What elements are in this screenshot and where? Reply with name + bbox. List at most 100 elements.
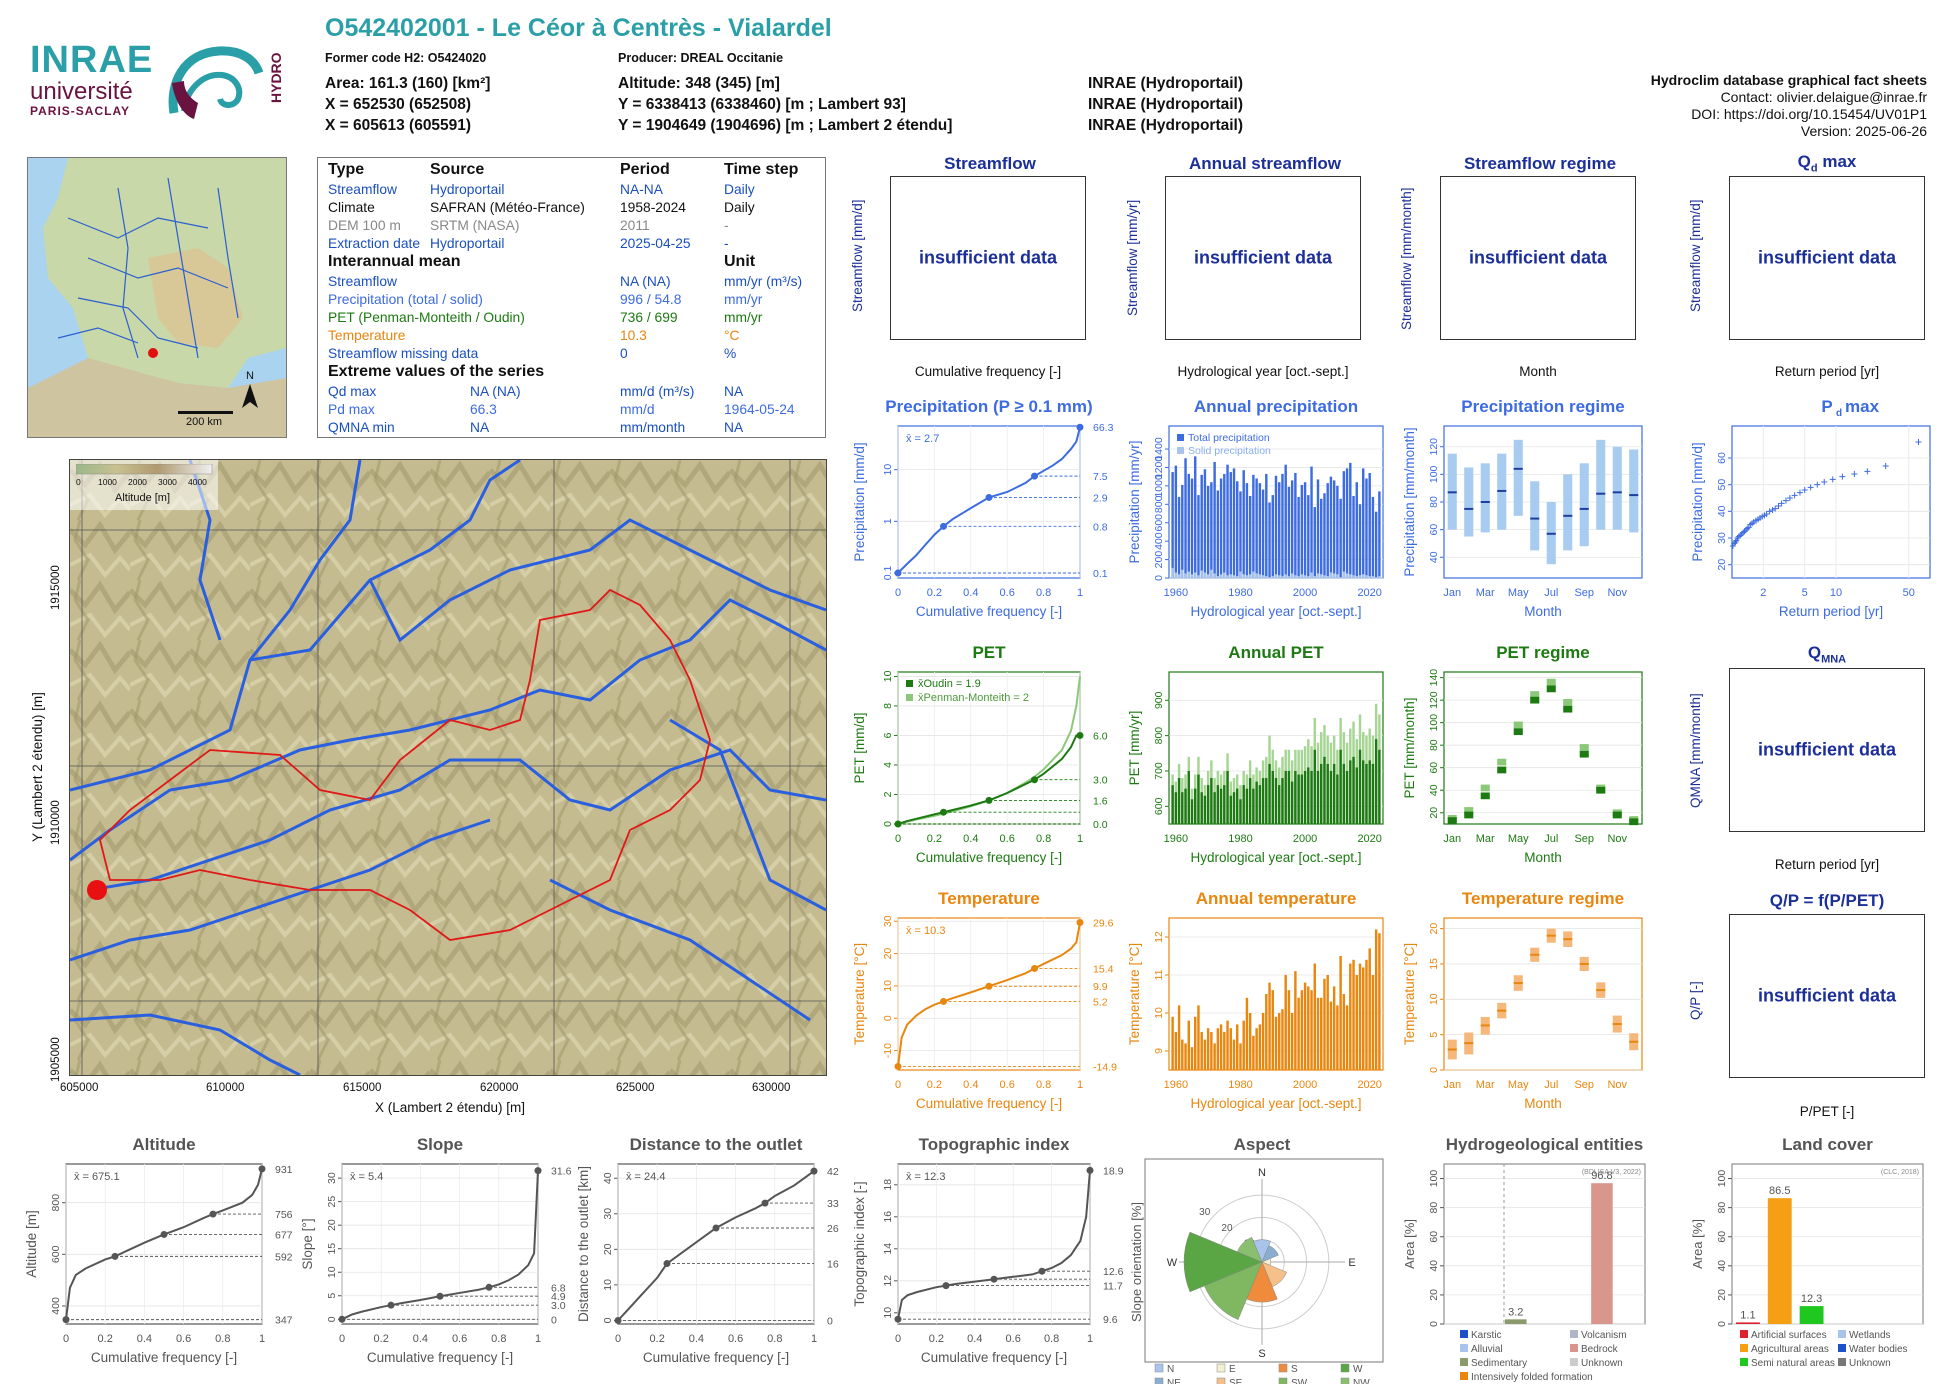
map-xtick: 615000 [343,1082,382,1094]
extreme-row-qmna: QMNA min NA mm/month NA [328,419,815,437]
bar [1223,1032,1226,1070]
x-tick-label: 0.4 [413,1333,428,1345]
bar-oudin [1358,749,1362,824]
bar [1287,990,1291,1070]
annual-streamflow-title: Annual streamflow [1188,154,1342,173]
bar-solid [1310,572,1313,578]
x-tick-label: Mar [1476,1079,1495,1091]
bar-solid [1313,576,1316,578]
cell: mm/d [620,402,655,417]
map-x-label: X (Lambert 2 étendu) [m] [374,1100,526,1115]
bar-total [1248,496,1252,578]
x-axis-label: Hydrological year [oct.-sept.] [1190,604,1361,619]
streamflow-xlabel: Cumulative frequency [-] [914,364,1062,379]
quantile-label: 3.0 [551,1300,566,1312]
bar-total [1265,473,1268,578]
bar-oudin [1278,785,1281,824]
bar [1332,986,1336,1070]
mean-label: x̄ = 2.7 [906,433,939,445]
bar-value-label: 96.8 [1591,1170,1612,1182]
box [1464,467,1474,537]
y-tick-label: 0 [1716,1321,1728,1327]
x-tick-label: 1 [1077,587,1083,599]
aspect-sector [1236,1236,1263,1263]
y-tick-label: 100 [1428,1170,1440,1188]
plot-frame [897,1163,1091,1325]
y-axis-label: Area [%] [1690,1219,1705,1269]
legend-swatch [1570,1344,1578,1352]
bar-solid [1271,576,1274,578]
plot-frame [897,425,1081,579]
x-axis-label: Month [1524,604,1562,619]
bar-oudin [1268,763,1271,824]
y-tick-label: 40 [1716,505,1728,517]
x-tick-label: Sep [1574,1079,1594,1091]
cell: Streamflow [328,274,398,289]
bar [1284,975,1287,1070]
bar-total [1190,478,1194,578]
bar-total [1236,481,1239,578]
bar-oudin [1174,792,1178,824]
box [1612,446,1622,530]
x-tick-label: 0.6 [1000,833,1015,845]
cell: Streamflow missing data [328,346,479,361]
streamflow-regime-panel: insufficient data [1440,176,1636,340]
catchment-map-graphic [70,460,826,1075]
cell: 1964-05-24 [724,402,795,417]
x-tick-label: Jul [1544,833,1558,845]
bar-total [1229,472,1232,578]
bar [1232,1039,1236,1070]
doi-link[interactable]: DOI: https://doi.org/10.15454/UV01P1 [1691,106,1927,122]
bar-oudin [1171,785,1174,824]
coord-source-3: INRAE (Hydroportail) [1088,117,1243,134]
annual-streamflow-xlabel: Hydrological year [oct.-sept.] [1177,364,1349,379]
series-line [341,1170,539,1321]
bar-total [1336,485,1339,578]
annual-streamflow-panel: insufficient data [1165,176,1361,340]
chart-title: Precipitation (P ≥ 0.1 mm) [885,397,1092,416]
y-tick-label: 10 [882,464,894,476]
bar [1310,990,1313,1070]
contact-email[interactable]: Contact: olivier.delaigue@inrae.fr [1720,89,1927,105]
quantile-point [1031,776,1038,784]
data-point [1839,473,1846,480]
bar-oudin [1352,756,1355,824]
bar-solid [1355,576,1358,578]
bar [1345,1005,1349,1070]
bar-solid [1378,576,1381,578]
bar-total [1281,473,1284,578]
aspect-sector [1261,1245,1279,1263]
annual-pet-chart: Annual PET Hydrological year [oct.-sept.]… [1127,643,1384,865]
bar-solid [1210,569,1213,578]
bar [1226,1020,1229,1070]
bar-oudin [1355,767,1358,824]
mean-row-temperature: Temperature 10.3 °C [328,327,815,345]
chart-title: Temperature regime [1462,889,1624,908]
bar-oudin [1371,763,1375,824]
y-tick-label: 800 [1153,727,1165,745]
cell: 0 [620,346,628,361]
legend-tick: 1000 [98,477,117,487]
quantile-label: 33 [827,1198,839,1210]
x-tick-label: Jul [1544,1079,1558,1091]
map-ytick: 1910000 [50,800,62,845]
area-bar [1767,1198,1792,1324]
legend-label: W [1353,1364,1363,1375]
bar [1255,1028,1258,1070]
former-code: Former code H2: O5424020 [325,51,487,65]
y-lambert93: Y = 6338413 (6338460) [m ; Lambert 93] [618,96,906,113]
bar-solid [1245,575,1249,578]
cell: NA (NA) [620,274,671,289]
station-title: O542402001 - Le Céor à Centrès - Vialard… [325,14,832,42]
bar-total [1252,474,1255,578]
x-tick-label: 0.2 [98,1333,113,1345]
cell: Qd max [328,384,377,399]
box-oudin [1480,792,1490,800]
info-row-extraction: Extraction date Hydroportail 2025-04-25 - [328,235,815,253]
data-point [1782,497,1789,504]
data-point [1786,495,1793,501]
bar-solid [1236,576,1239,578]
x-tick-label: 2020 [1357,833,1381,845]
mean-row-streamflow: Streamflow NA (NA) mm/yr (m³/s) [328,273,815,291]
bar [1290,1013,1294,1070]
